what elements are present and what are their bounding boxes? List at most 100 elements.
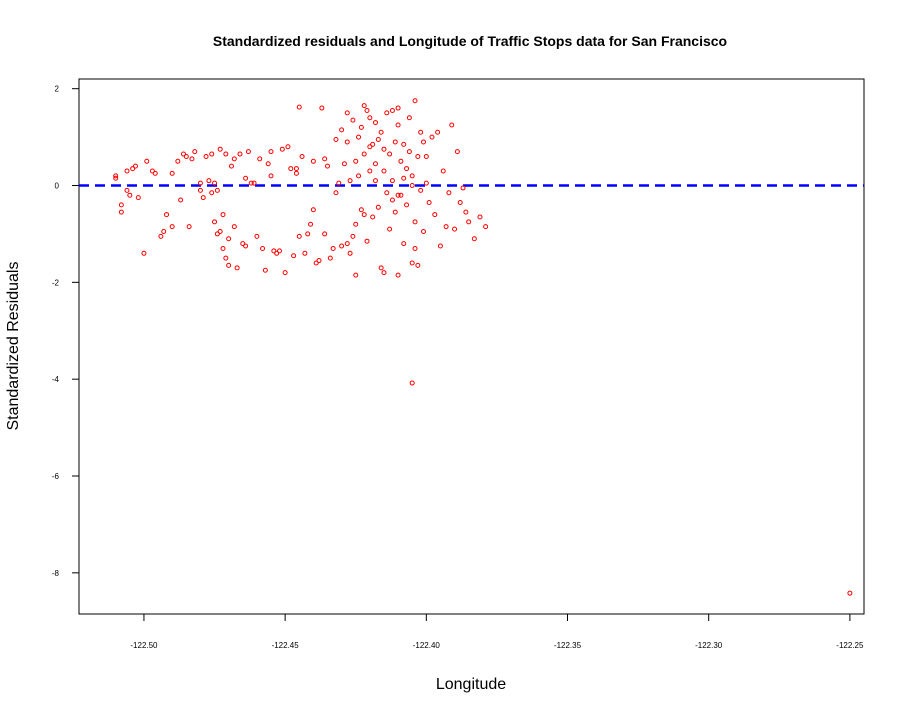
data-point — [217, 229, 223, 235]
x-tick-label: -122.45 — [272, 641, 300, 650]
data-point — [310, 158, 316, 164]
data-point — [364, 107, 370, 113]
y-tick-label: -4 — [52, 375, 60, 384]
data-point — [293, 170, 299, 176]
data-point — [271, 248, 277, 254]
data-point — [274, 250, 280, 256]
data-point — [228, 163, 234, 169]
data-point — [361, 103, 367, 109]
data-point — [302, 250, 308, 256]
data-point — [200, 195, 206, 201]
data-point — [347, 178, 353, 184]
data-point — [449, 122, 455, 128]
data-point — [350, 117, 356, 123]
data-point — [398, 158, 404, 164]
data-point — [214, 187, 220, 193]
data-point — [381, 270, 387, 276]
data-point — [483, 224, 489, 230]
data-point — [288, 166, 294, 172]
data-point — [158, 233, 164, 239]
data-point — [409, 260, 415, 266]
data-point — [353, 272, 359, 278]
data-point — [398, 192, 404, 198]
data-point — [169, 224, 175, 230]
data-point — [226, 236, 232, 242]
data-point — [197, 180, 203, 186]
data-point — [316, 258, 322, 264]
data-point — [260, 245, 266, 251]
data-point — [127, 192, 133, 198]
data-point — [192, 149, 198, 155]
data-point — [443, 224, 449, 230]
data-point — [152, 170, 158, 176]
data-point — [372, 120, 378, 126]
data-point — [189, 156, 195, 162]
data-point — [234, 265, 240, 271]
x-tick-label: -122.25 — [836, 641, 864, 650]
data-point — [322, 231, 328, 237]
data-points — [113, 98, 853, 596]
data-point — [276, 248, 282, 254]
data-point — [395, 105, 401, 111]
data-point — [237, 151, 243, 157]
data-point — [132, 163, 138, 169]
data-point — [203, 153, 209, 159]
data-point — [254, 233, 260, 239]
data-point — [175, 158, 181, 164]
data-point — [401, 141, 407, 147]
data-point — [409, 183, 415, 189]
data-point — [406, 149, 412, 155]
y-tick-label: -6 — [52, 472, 60, 481]
x-tick-label: -122.30 — [695, 641, 723, 650]
data-point — [350, 233, 356, 239]
data-point — [437, 243, 443, 249]
data-point — [412, 219, 418, 225]
data-point — [375, 137, 381, 143]
data-point — [296, 233, 302, 239]
data-point — [418, 187, 424, 193]
data-point — [432, 212, 438, 218]
data-point — [384, 110, 390, 116]
data-point — [409, 173, 415, 179]
data-point — [356, 173, 362, 179]
data-point — [282, 270, 288, 276]
data-point — [231, 156, 237, 162]
data-point — [404, 202, 410, 208]
data-point — [412, 98, 418, 104]
data-point — [268, 173, 274, 179]
data-point — [415, 262, 421, 268]
data-point — [466, 219, 472, 225]
data-point — [412, 245, 418, 251]
data-point — [389, 107, 395, 113]
data-point — [395, 272, 401, 278]
data-point — [367, 144, 373, 150]
data-point — [144, 158, 150, 164]
x-tick-label: -122.40 — [413, 641, 441, 650]
data-point — [423, 180, 429, 186]
data-point — [463, 209, 469, 215]
data-point — [435, 129, 441, 135]
x-axis: -122.50 -122.45 -122.40 -122.35 -122.30 -122.… — [130, 614, 864, 650]
data-point — [370, 141, 376, 147]
data-point — [333, 190, 339, 196]
data-point — [423, 153, 429, 159]
data-point — [296, 104, 302, 110]
data-point — [378, 265, 384, 271]
data-point — [429, 134, 435, 140]
data-point — [310, 207, 316, 213]
data-point — [113, 173, 119, 179]
data-point — [409, 380, 415, 386]
data-point — [118, 209, 124, 215]
data-point — [327, 255, 333, 261]
data-point — [313, 260, 319, 266]
data-point — [344, 110, 350, 116]
data-point — [124, 168, 130, 174]
data-point — [381, 146, 387, 152]
data-point — [308, 221, 314, 227]
data-point — [223, 151, 229, 157]
y-tick-label: -2 — [52, 278, 60, 287]
data-point — [226, 262, 232, 268]
data-point — [401, 241, 407, 247]
data-point — [415, 153, 421, 159]
data-point — [339, 127, 345, 133]
